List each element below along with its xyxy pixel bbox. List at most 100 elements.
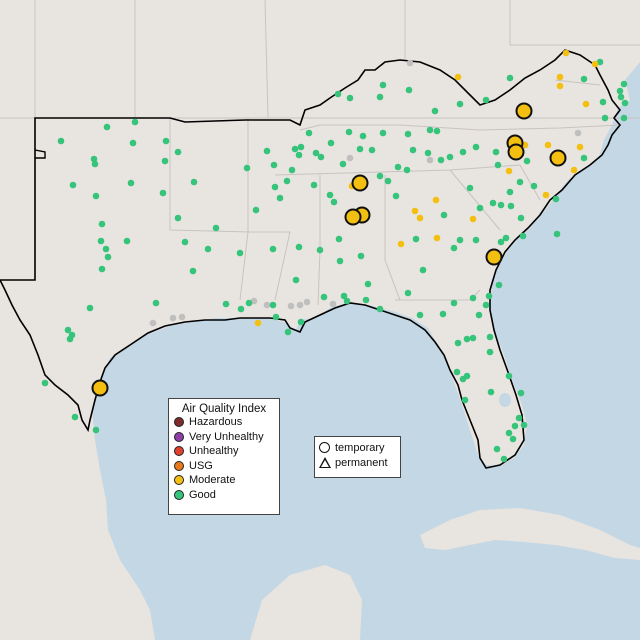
good-monitor [270,161,278,169]
moderate-temporary-monitor [549,149,567,167]
legend-swatch [174,431,184,442]
panhandle-notch [34,149,46,159]
legend-swatch [174,417,184,428]
good-monitor [416,311,424,319]
good-monitor [212,224,220,232]
legend-rows: Hazardous Very Unhealthy Unhealthy USG Moder… [169,415,279,502]
good-monitor [345,128,353,136]
good-monitor [426,126,434,134]
good-monitor [486,348,494,356]
legend-swatch [174,446,184,457]
good-monitor [379,129,387,137]
moderate-monitor [556,73,564,81]
legend-item: Very Unhealthy [169,430,279,445]
region-boundary [0,49,622,469]
good-monitor [515,414,523,422]
good-monitor [295,243,303,251]
good-monitor [433,127,441,135]
good-monitor [356,145,364,153]
moderate-temporary-monitors [91,102,567,397]
good-monitor [334,90,342,98]
good-monitor [530,182,538,190]
good-monitor [446,153,454,161]
legend-item: Moderate [169,473,279,488]
good-monitor [317,153,325,161]
good-monitor [506,74,514,82]
good-monitor [601,114,609,122]
good-monitor [312,149,320,157]
good-monitor [222,300,230,308]
moderate-monitor [432,196,440,204]
good-monitor [517,389,525,397]
good-monitor [497,201,505,209]
good-monitor [580,75,588,83]
legend-label: Unhealthy [189,445,239,458]
good-monitor [404,289,412,297]
good-monitor [69,181,77,189]
good-monitor [459,148,467,156]
good-monitor [553,230,561,238]
good-monitor [596,58,604,66]
good-monitor [368,146,376,154]
good-monitor [236,249,244,257]
good-monitor [243,164,251,172]
moderate-monitor [562,49,570,57]
no-data-monitor [574,129,582,137]
moderate-temporary-monitor [351,174,369,192]
good-monitor [346,94,354,102]
permanent-label: permanent [335,456,388,469]
good-monitor [297,143,305,151]
good-monitor [336,257,344,265]
good-monitor [272,313,280,321]
shape-legend-permanent: permanent [315,455,400,470]
good-monitor [66,335,74,343]
good-monitor [295,151,303,159]
legend-item: USG [169,459,279,474]
good-monitor [461,396,469,404]
legend-label: USG [189,459,213,472]
good-monitor [283,177,291,185]
good-monitor [505,372,513,380]
good-monitor [469,294,477,302]
legend-swatch [174,475,184,486]
good-monitor [472,236,480,244]
no-data-monitor [303,298,311,306]
no-data-monitor [346,154,354,162]
good-monitor [376,93,384,101]
good-monitor [520,421,528,429]
moderate-monitor [505,167,513,175]
good-monitor [364,280,372,288]
good-monitor [482,301,490,309]
good-monitor [493,445,501,453]
good-monitor [90,155,98,163]
good-monitor [245,299,253,307]
good-monitor [316,246,324,254]
good-monitor [394,163,402,171]
good-monitor [516,178,524,186]
good-monitor [310,181,318,189]
good-monitor [404,130,412,138]
legend-title: Air Quality Index [181,403,267,415]
good-monitor [439,310,447,318]
temporary-label: temporary [335,441,385,454]
moderate-monitor [397,240,405,248]
good-monitor [330,198,338,206]
legend-label: Good [189,488,216,501]
good-monitor [617,93,625,101]
good-monitor [509,435,517,443]
good-monitor [620,114,628,122]
good-monitor [495,281,503,289]
good-monitor [152,299,160,307]
moderate-temporary-monitor [515,102,533,120]
lake-okeechobee [499,393,511,407]
good-monitor [276,194,284,202]
good-monitor [340,292,348,300]
no-data-monitor [149,319,157,327]
moderate-monitor [556,82,564,90]
good-monitor [271,183,279,191]
no-data-monitor [426,156,434,164]
legend-swatch [174,489,184,500]
good-monitor [305,129,313,137]
good-monitor [487,388,495,396]
